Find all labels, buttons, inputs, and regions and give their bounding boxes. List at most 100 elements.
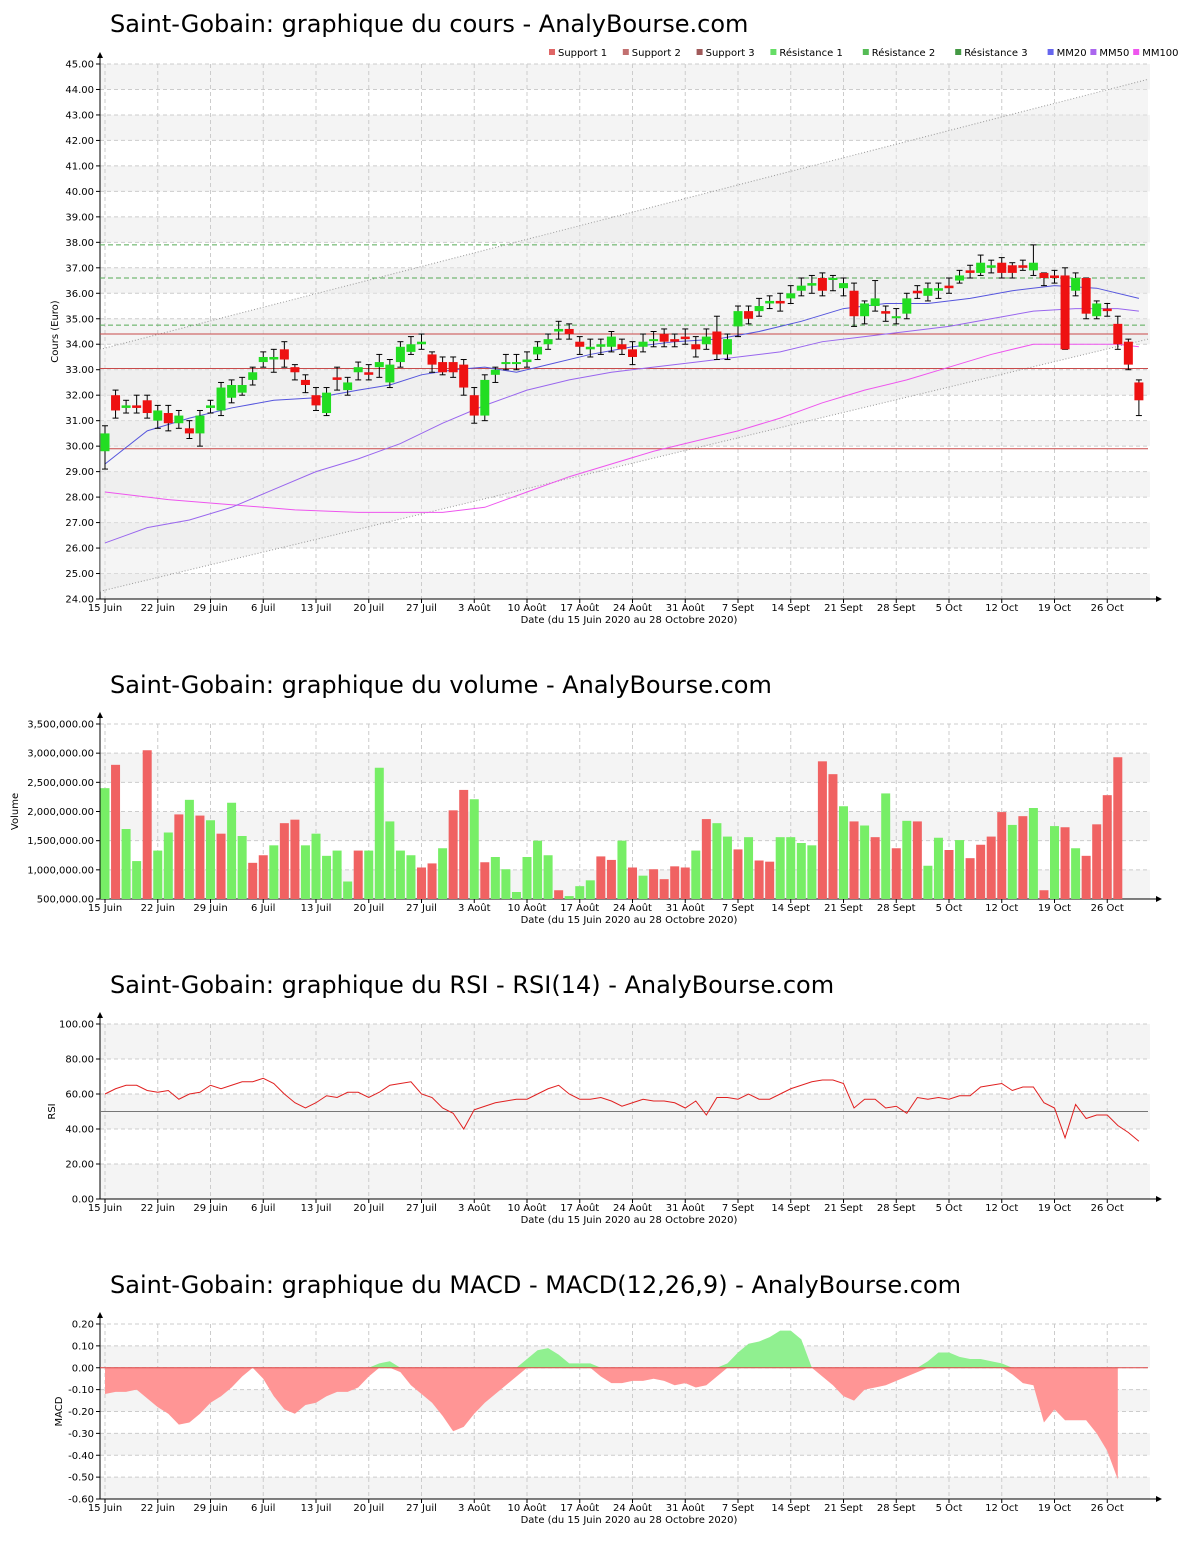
macd-x-tick-label: 7 Sept — [722, 1503, 754, 1514]
candle-down — [279, 349, 289, 360]
candle-up — [701, 336, 711, 345]
candle-up — [533, 346, 543, 355]
volume-bar — [132, 861, 142, 899]
volume-bar — [448, 810, 458, 899]
candle-up — [585, 346, 595, 350]
price-background-band — [100, 165, 1150, 192]
volume-bar — [902, 820, 912, 899]
candle-down — [438, 362, 448, 373]
price-y-tick-label: 39.00 — [65, 212, 94, 223]
macd-x-tick-label: 12 Oct — [985, 1503, 1018, 1514]
volume-bar — [870, 837, 880, 899]
candle-up — [596, 344, 606, 347]
candle-down — [680, 336, 690, 340]
macd-y-tick-label: -0.40 — [68, 1451, 94, 1462]
macd-background-band — [100, 1389, 1150, 1412]
volume-bar — [163, 832, 173, 899]
volume-bar — [427, 863, 437, 899]
candle-down — [564, 328, 574, 335]
price-y-tick-label: 28.00 — [65, 493, 94, 504]
price-y-tick-label: 44.00 — [65, 85, 94, 96]
macd-y-tick-label: -0.20 — [68, 1407, 94, 1418]
mm100-line — [104, 343, 1139, 513]
volume-x-tick-label: 20 Juil — [353, 903, 384, 914]
volume-bar — [638, 875, 648, 899]
macd-y-tick-label: -0.30 — [68, 1429, 94, 1440]
volume-bar — [606, 859, 616, 899]
volume-bar — [744, 837, 754, 899]
rsi-y-axis-arrow — [97, 1012, 103, 1018]
legend-swatch — [1090, 49, 1097, 55]
legend-swatch — [549, 49, 555, 55]
volume-bar — [881, 793, 891, 899]
volume-bar — [353, 850, 363, 899]
macd-y-tick-label: -0.10 — [68, 1385, 94, 1396]
candle-up — [543, 339, 553, 345]
volume-x-tick-label: 6 Juil — [251, 903, 275, 914]
macd-negative-area — [105, 1367, 1118, 1480]
candle-down — [712, 331, 722, 355]
volume-x-tick-label: 27 Juil — [406, 903, 437, 914]
macd-panel: -0.60 -0.50 -0.40 -0.30 -0.20 -0.10 0.00 0.10 0.… — [54, 1312, 1162, 1526]
candle-up — [216, 387, 226, 411]
price-y-axis-arrow — [97, 52, 103, 58]
legend-label: Support 3 — [706, 48, 755, 59]
price-x-tick-label: 28 Sept — [877, 603, 916, 614]
volume-x-tick-label: 19 Oct — [1038, 903, 1071, 914]
volume-x-axis-label: Date (du 15 Juin 2020 au 28 Octobre 2020… — [521, 915, 738, 926]
price-channel-band — [100, 79, 1148, 592]
rsi-x-tick-label: 24 Août — [613, 1202, 652, 1214]
legend-label: Résistance 2 — [872, 47, 935, 59]
macd-x-tick-label: 27 Juil — [406, 1503, 437, 1514]
candle-up — [206, 405, 215, 408]
candle-down — [944, 285, 954, 289]
candle-down — [427, 354, 437, 365]
volume-y-tick-label: 2,500,000.00 — [27, 778, 94, 789]
candle-up — [606, 336, 616, 347]
volume-bar — [807, 845, 817, 899]
rsi-x-tick-label: 29 Juin — [193, 1203, 227, 1214]
volume-bar — [153, 850, 163, 899]
candle-down — [849, 290, 859, 317]
volume-bar — [933, 837, 943, 899]
volume-x-tick-label: 10 Août — [508, 902, 547, 914]
candle-up — [807, 283, 817, 286]
rsi-y-axis-label: RSI — [47, 1103, 58, 1119]
rsi-background-band — [100, 1024, 1150, 1059]
macd-x-tick-label: 13 Juil — [301, 1503, 332, 1514]
rsi-x-tick-label: 15 Juin — [88, 1203, 122, 1214]
rsi-x-tick-label: 7 Sept — [722, 1203, 754, 1214]
volume-x-tick-label: 29 Juin — [193, 903, 227, 914]
rsi-x-tick-label: 3 Août — [458, 1202, 491, 1214]
price-y-axis-label: Cours (Euro) — [50, 300, 61, 363]
price-y-tick-label: 31.00 — [65, 416, 94, 427]
volume-bar — [469, 799, 479, 899]
macd-x-tick-label: 19 Oct — [1038, 1503, 1071, 1514]
legend-swatch — [696, 49, 703, 55]
candle-down — [163, 413, 173, 424]
price-background-band — [100, 471, 1150, 498]
macd-x-axis-label: Date (du 15 Juin 2020 au 28 Octobre 2020… — [521, 1515, 738, 1526]
price-x-tick-label: 13 Juil — [301, 603, 332, 614]
volume-bar — [374, 767, 384, 899]
volume-bar — [722, 836, 732, 899]
rsi-y-tick-label: 40.00 — [65, 1125, 94, 1136]
candle-down — [1018, 265, 1028, 268]
volume-bar — [322, 855, 332, 899]
volume-bar — [480, 862, 490, 899]
price-y-tick-label: 38.00 — [65, 238, 94, 249]
volume-bar — [269, 845, 279, 899]
price-x-tick-label: 19 Oct — [1038, 603, 1071, 614]
volume-bar — [543, 855, 553, 899]
volume-bar — [490, 857, 500, 899]
macd-x-tick-label: 5 Oct — [936, 1503, 963, 1514]
macd-x-tick-label: 6 Juil — [251, 1503, 275, 1514]
candle-up — [955, 275, 965, 281]
price-background-band — [100, 114, 1150, 141]
price-channel-upper — [99, 78, 1149, 350]
rsi-x-axis-arrow — [1156, 1196, 1162, 1202]
candle-up — [237, 385, 247, 393]
volume-bar — [701, 819, 711, 899]
volume-bar — [965, 858, 975, 899]
rsi-x-tick-label: 20 Juil — [353, 1203, 384, 1214]
